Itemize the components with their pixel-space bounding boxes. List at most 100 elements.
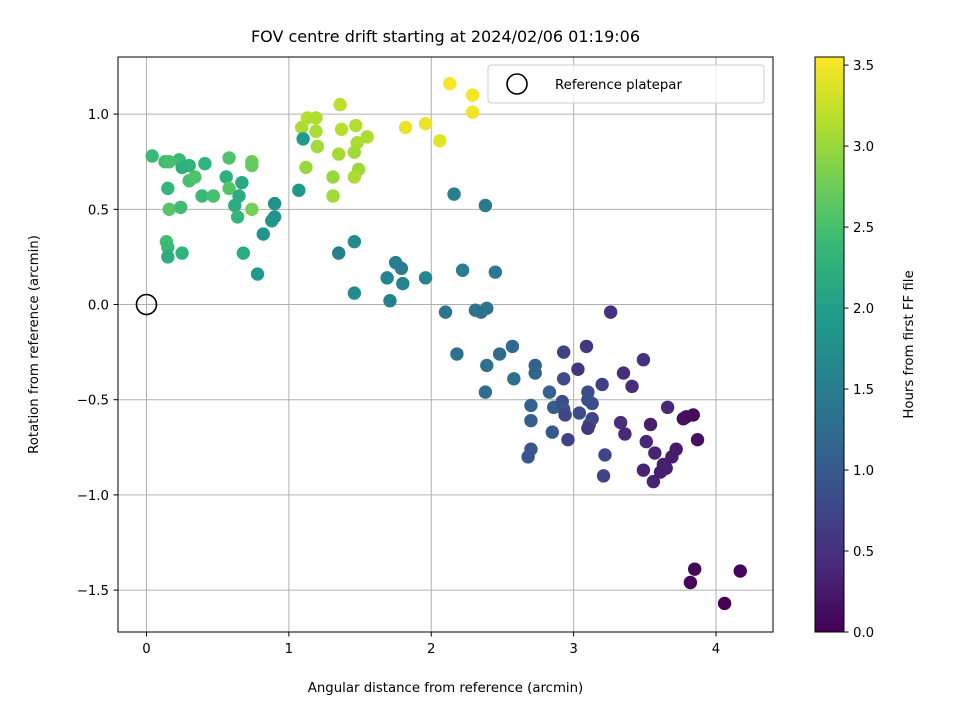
data-point [639,434,653,449]
colorbar-tick-label: 3.0 [853,140,874,155]
data-point [175,160,189,175]
data-point [145,149,159,163]
data-point [524,413,538,428]
data-point [447,187,461,201]
data-point [524,398,538,413]
data-point [332,147,346,161]
data-point [309,124,323,138]
data-point [616,366,631,380]
data-point [162,202,176,217]
data-point [438,305,453,319]
data-point [643,417,658,432]
data-point [613,415,628,430]
colorbar-frame [814,56,845,633]
data-point [326,189,340,203]
data-point [561,432,575,447]
y-tick-label: 0.0 [88,299,109,314]
data-points [145,76,747,611]
colorbar-tick-label: 2.0 [853,302,874,317]
data-point [492,347,507,361]
data-point [581,421,595,435]
data-point [595,377,609,392]
data-point [347,234,362,249]
data-point [309,111,323,125]
data-point [507,372,521,386]
data-point [542,385,557,399]
data-point [625,379,639,394]
data-point [653,465,668,479]
x-axis-label: Angular distance from reference (arcmin) [308,681,583,696]
data-point [236,246,251,260]
data-point [326,170,340,184]
data-point [228,198,242,213]
data-point [347,170,362,184]
data-point [310,139,325,154]
colorbar-tick-label: 0.0 [853,626,874,641]
data-point [556,345,571,359]
data-point [585,396,599,411]
data-point [478,198,493,213]
data-point [162,155,176,169]
data-point [188,170,202,184]
data-point [636,463,651,477]
data-point [173,200,188,215]
chart-title: FOV centre drift starting at 2024/02/06 … [251,27,640,46]
data-point [683,575,698,590]
colorbar-label: Hours from first FF file [902,270,917,418]
x-tick-label: 2 [427,642,435,657]
colorbar-tick-label: 1.5 [853,383,874,398]
data-point [660,400,675,415]
data-point [296,132,310,146]
data-point [687,562,702,576]
colorbar-tick-label: 2.5 [853,221,874,236]
data-point [230,210,245,224]
data-point [195,189,209,203]
data-point [572,406,587,420]
data-point [488,265,503,279]
y-tick-label: −0.5 [77,394,109,409]
data-point [465,105,480,119]
data-point [333,97,347,112]
data-point [558,408,572,422]
y-axis-ticks: 1.0 0.5 0.0 −0.5 −1.0 −1.5 [77,108,118,599]
data-point [665,450,679,464]
data-point [418,116,433,131]
data-point [443,76,457,91]
data-point [686,408,700,422]
data-point [556,372,571,386]
data-point [334,122,349,137]
colorbar-ticks: 0.0 0.5 1.0 1.5 2.0 2.5 3.0 3.5 [844,59,874,641]
data-point [521,450,535,464]
data-point [545,425,559,439]
legend-entry-reference-platepar: Reference platepar [555,78,682,93]
legend: Reference platepar [487,64,765,104]
data-point [690,432,705,447]
data-point [636,353,651,367]
legend-box [487,64,765,104]
x-axis-ticks: 0 1 2 3 4 [142,632,720,657]
data-point [292,183,306,197]
legend-marker-icon [506,73,528,95]
data-point [294,120,309,135]
data-point [596,469,611,483]
reference-point [135,293,158,316]
data-point [161,250,175,264]
data-point [528,366,542,380]
data-point [347,145,362,159]
data-point [648,446,662,460]
colorbar-tick-label: 3.5 [853,59,874,74]
data-point [398,120,413,135]
data-point [175,246,189,260]
data-point [219,170,233,184]
data-point [579,339,594,354]
data-point [250,267,265,281]
data-point [646,474,661,489]
x-tick-label: 4 [712,642,720,657]
data-point [478,385,493,399]
y-tick-label: 1.0 [88,108,109,123]
data-point [206,189,221,203]
x-tick-label: 3 [569,642,577,657]
data-point [267,196,282,211]
data-point [383,294,397,308]
